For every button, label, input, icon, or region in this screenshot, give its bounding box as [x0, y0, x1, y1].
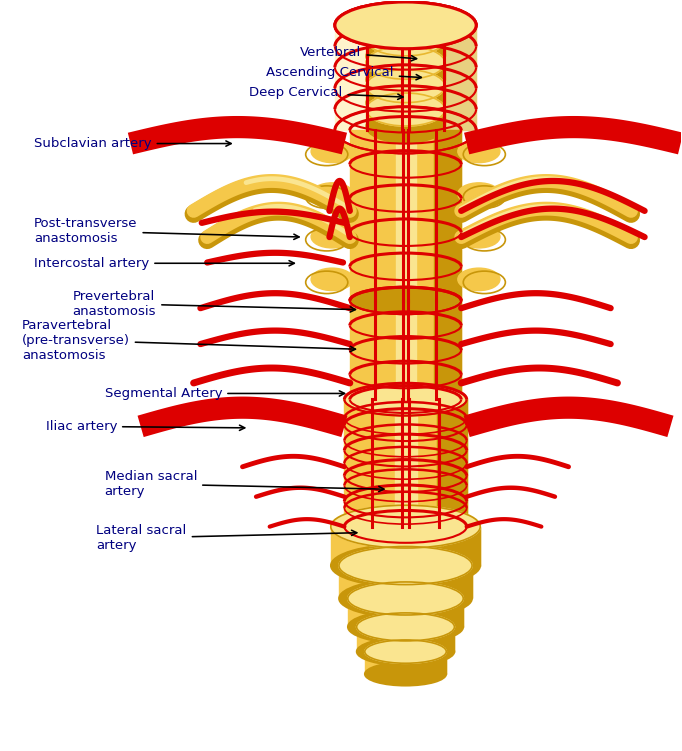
Bar — [434, 300, 461, 400]
Bar — [398, 86, 413, 103]
Ellipse shape — [348, 582, 463, 615]
Ellipse shape — [366, 70, 445, 103]
Bar — [398, 110, 413, 126]
Bar — [365, 652, 446, 674]
Bar — [339, 566, 472, 599]
Bar — [431, 627, 454, 652]
Text: Ascending Cervical: Ascending Cervical — [266, 66, 421, 80]
Ellipse shape — [365, 662, 446, 686]
Ellipse shape — [458, 140, 500, 163]
Bar — [445, 526, 480, 566]
Ellipse shape — [339, 547, 472, 584]
Bar — [396, 300, 415, 400]
Text: Subclavian artery: Subclavian artery — [34, 137, 231, 150]
Ellipse shape — [458, 268, 500, 291]
Bar — [398, 63, 413, 80]
Text: Prevertebral
anastomosis: Prevertebral anastomosis — [73, 290, 355, 318]
Bar — [344, 400, 466, 526]
Text: Vertebral: Vertebral — [300, 46, 417, 61]
Bar — [437, 400, 466, 526]
Bar — [366, 39, 445, 56]
Ellipse shape — [357, 613, 454, 641]
Bar — [426, 39, 445, 56]
Text: Intercostal artery: Intercostal artery — [34, 257, 295, 270]
Bar — [434, 130, 461, 300]
Ellipse shape — [366, 86, 445, 119]
Ellipse shape — [458, 182, 500, 205]
Ellipse shape — [311, 182, 353, 205]
Bar — [366, 86, 445, 103]
Bar — [392, 526, 419, 566]
Bar — [357, 627, 454, 652]
Bar — [366, 110, 445, 126]
Text: Lateral sacral
artery: Lateral sacral artery — [96, 524, 357, 552]
Ellipse shape — [339, 580, 472, 617]
Bar — [348, 599, 463, 627]
Ellipse shape — [366, 63, 445, 96]
Bar — [397, 627, 415, 652]
Ellipse shape — [366, 47, 445, 80]
Bar — [442, 26, 476, 130]
Bar — [350, 300, 461, 400]
Bar — [426, 63, 445, 80]
Ellipse shape — [366, 23, 445, 56]
Ellipse shape — [311, 225, 353, 248]
Bar — [398, 652, 413, 674]
Ellipse shape — [350, 287, 461, 314]
Ellipse shape — [335, 2, 476, 49]
Bar — [366, 63, 445, 80]
Text: Paravertebral
(pre-transverse)
anastomosis: Paravertebral (pre-transverse) anastomos… — [22, 319, 355, 362]
Ellipse shape — [366, 93, 445, 126]
Ellipse shape — [458, 225, 500, 248]
Bar — [427, 652, 446, 674]
Bar — [426, 86, 445, 103]
Bar — [331, 526, 480, 566]
Ellipse shape — [365, 640, 446, 663]
Text: Deep Cervical: Deep Cervical — [250, 86, 403, 99]
Bar — [335, 26, 476, 130]
Ellipse shape — [311, 140, 353, 163]
Ellipse shape — [348, 611, 463, 644]
Ellipse shape — [350, 386, 461, 413]
Text: Median sacral
artery: Median sacral artery — [104, 470, 384, 498]
Bar — [398, 39, 413, 56]
Bar — [396, 130, 415, 300]
Ellipse shape — [331, 544, 480, 587]
Ellipse shape — [366, 110, 445, 143]
Text: Iliac artery: Iliac artery — [46, 420, 245, 433]
Ellipse shape — [344, 383, 466, 415]
Bar — [394, 400, 417, 526]
Bar — [395, 599, 416, 627]
Ellipse shape — [311, 268, 353, 291]
Bar — [436, 599, 463, 627]
Ellipse shape — [357, 638, 454, 665]
Ellipse shape — [366, 40, 445, 73]
Ellipse shape — [331, 505, 480, 548]
Bar — [394, 566, 417, 599]
Text: Post-transverse
anastomosis: Post-transverse anastomosis — [34, 217, 299, 245]
Bar — [426, 110, 445, 126]
Bar — [440, 566, 472, 599]
Bar — [350, 130, 461, 300]
Text: Segmental Artery: Segmental Artery — [104, 387, 344, 400]
